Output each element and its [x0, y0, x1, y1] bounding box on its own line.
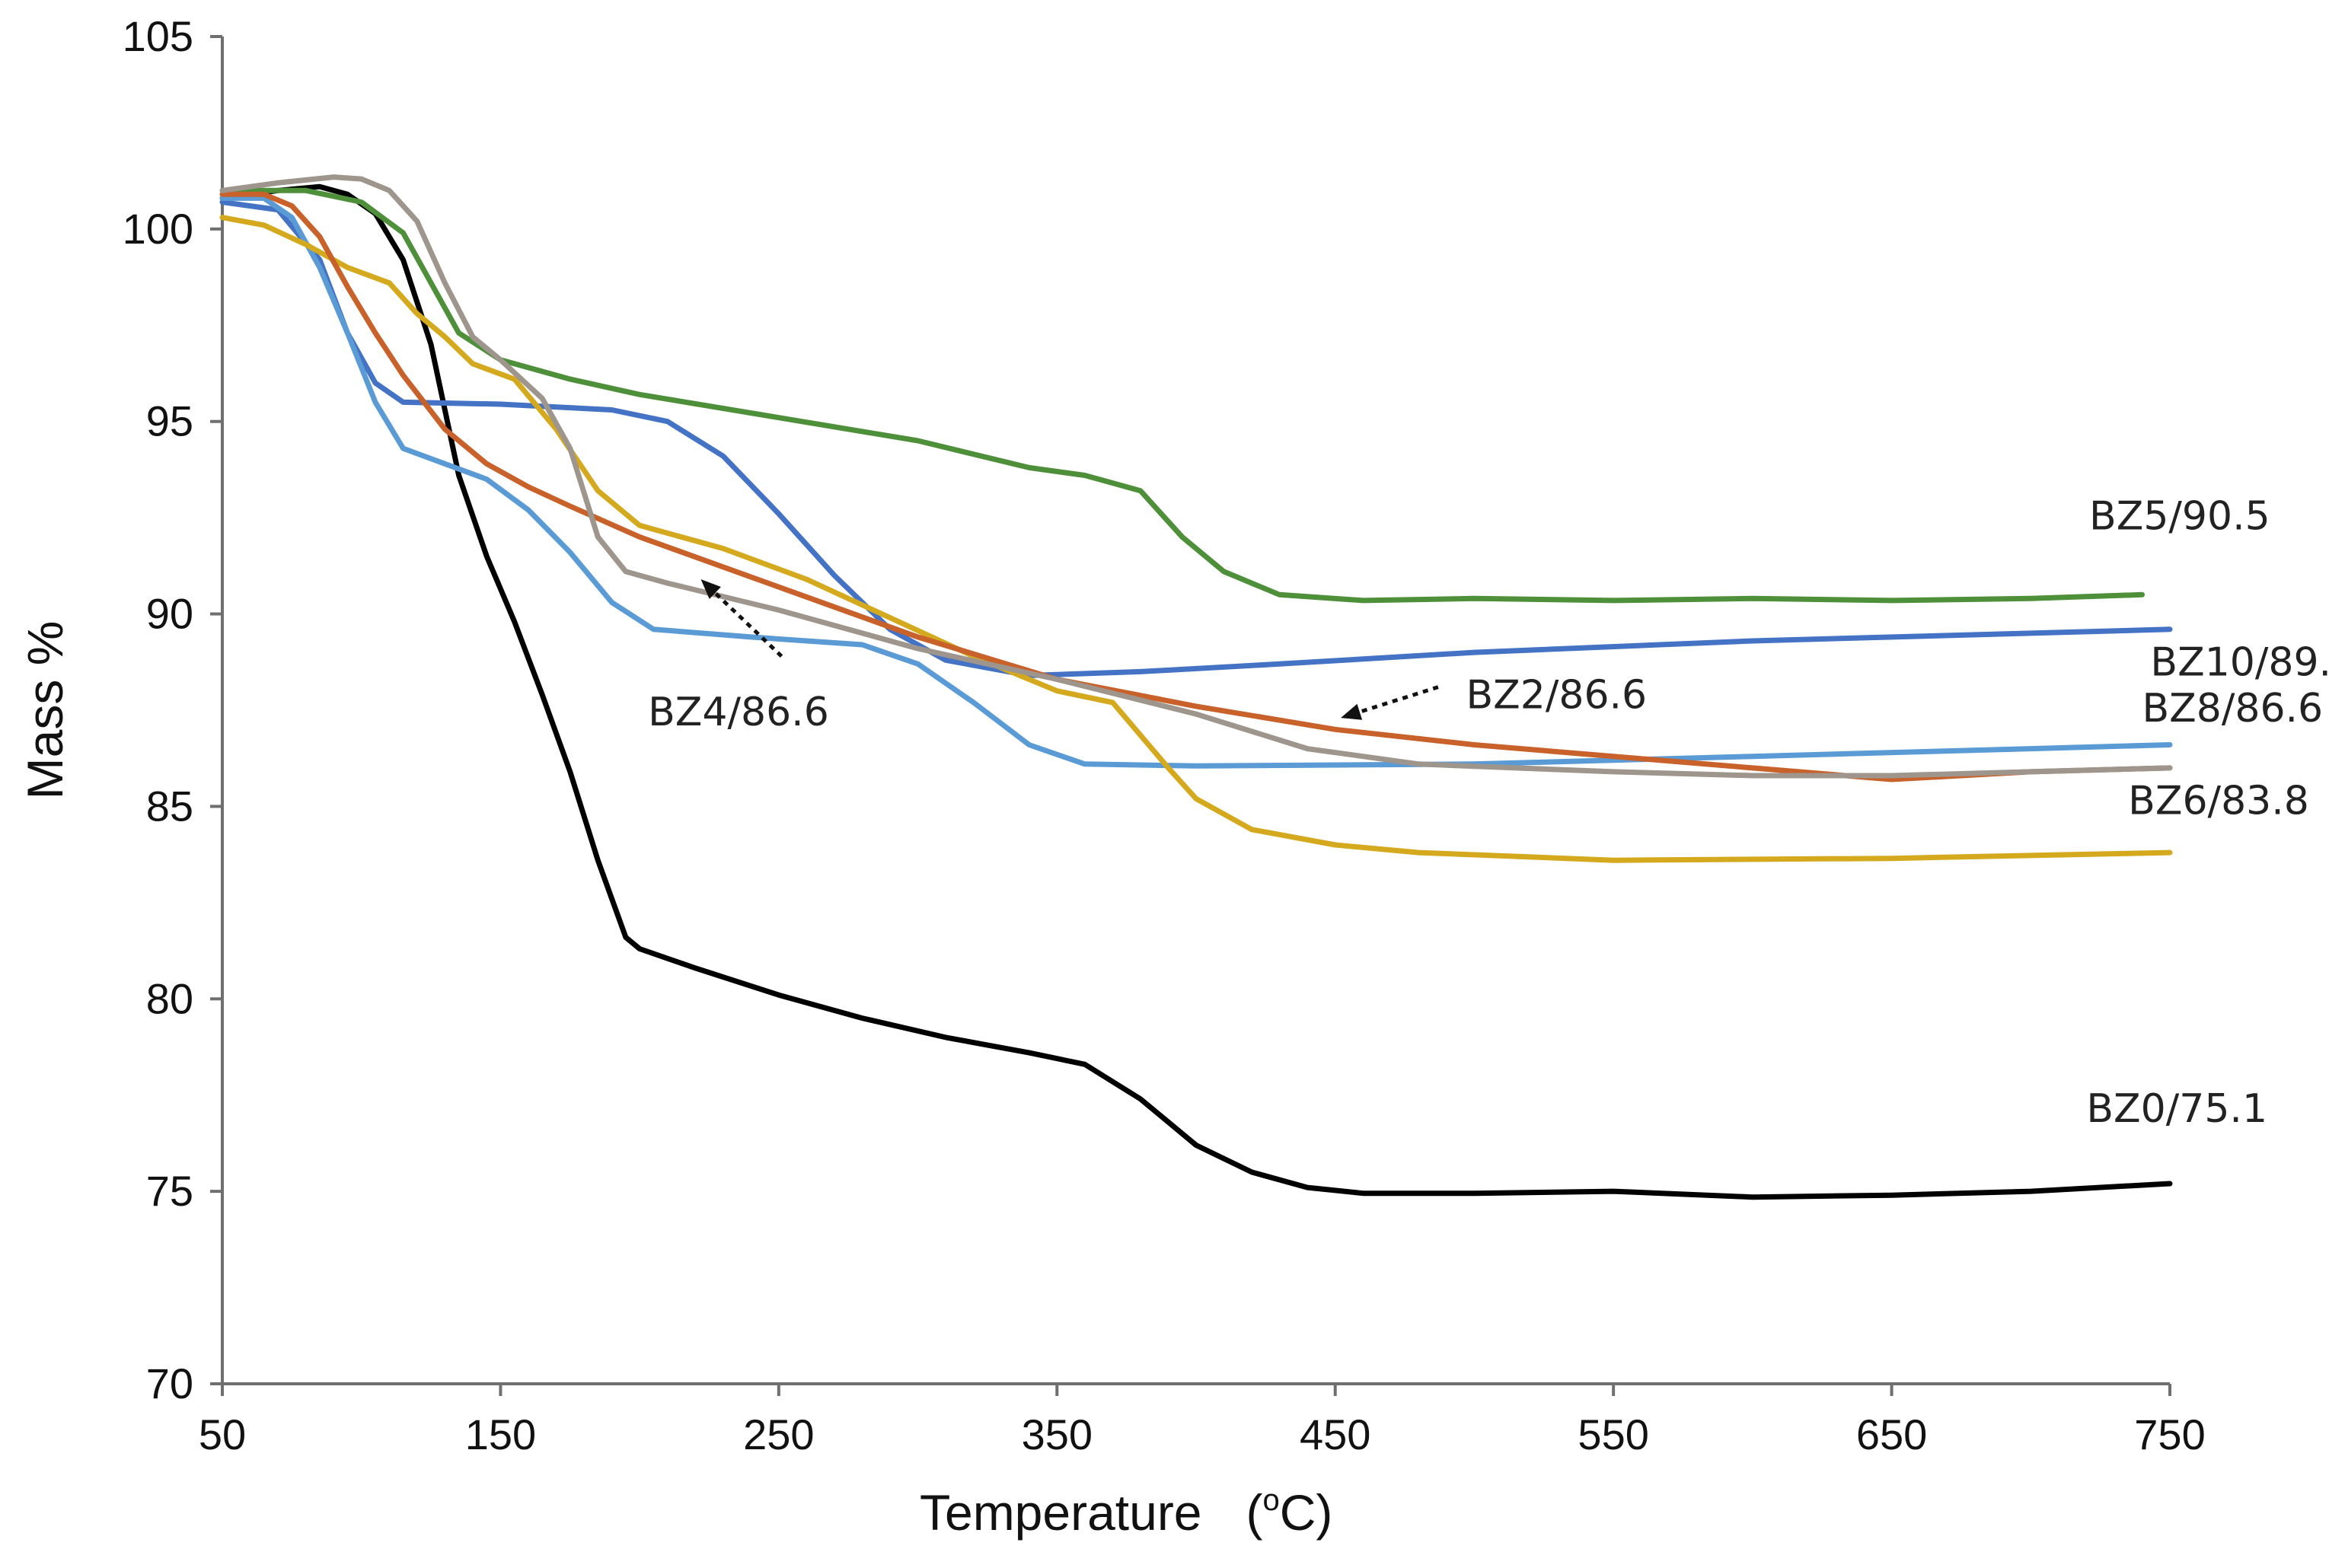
series-layer	[219, 174, 2173, 1200]
x-tick-label: 50	[199, 1410, 246, 1458]
y-tick-label: 95	[146, 397, 193, 445]
chart-axes	[221, 37, 2170, 1385]
series-line-bz6	[219, 215, 2173, 863]
x-axis-unit-open-paren: (	[1246, 1484, 1263, 1541]
axis-ticks: 70 75 80 85 90 95 100 105 50 150 250 350 450 550 650 75…	[123, 12, 2206, 1458]
x-tick-label: 450	[1300, 1410, 1370, 1458]
y-tick-label: 75	[146, 1167, 193, 1215]
series-label-bz10: BZ10/89.6	[2150, 639, 2329, 685]
x-axis-unit-close-paren: )	[1316, 1484, 1332, 1541]
annotation-layer	[700, 579, 1439, 720]
series-label-bz4: BZ4/86.6	[648, 690, 829, 735]
x-tick-label: 650	[1856, 1410, 1927, 1458]
y-tick-label: 105	[123, 12, 193, 60]
x-axis-unit: C	[1280, 1484, 1316, 1541]
series-label-bz8: BZ8/86.6	[2142, 686, 2323, 731]
y-axis-title: Mass %	[17, 621, 73, 800]
y-tick-label: 80	[146, 974, 193, 1022]
series-line-bz10	[219, 199, 2173, 678]
x-axis-title-text: Temperature	[920, 1484, 1202, 1541]
series-line-bz4	[219, 174, 2173, 779]
x-tick-label: 150	[465, 1410, 536, 1458]
y-tick-label: 100	[123, 205, 193, 253]
y-tick-label: 90	[146, 590, 193, 638]
x-tick-label: 750	[2134, 1410, 2205, 1458]
series-label-bz5: BZ5/90.5	[2089, 493, 2270, 539]
series-line-bz8	[219, 195, 2173, 769]
annotation-arrow-0	[713, 591, 783, 658]
x-axis-title: Temperature (oC)	[920, 1484, 1332, 1541]
y-tick-label: 70	[146, 1359, 193, 1407]
x-axis-unit-degree: o	[1263, 1484, 1280, 1517]
x-tick-label: 550	[1578, 1410, 1648, 1458]
series-label-bz6: BZ6/83.8	[2128, 779, 2309, 824]
series-label-bz0: BZ0/75.1	[2086, 1086, 2267, 1132]
series-label-layer: BZ0/75.1 BZ5/90.5 BZ10/89.6BZ8/86.6 BZ6/83.…	[648, 493, 2329, 1132]
series-label-bz2: BZ2/86.6	[1466, 672, 1647, 718]
x-tick-label: 250	[743, 1410, 814, 1458]
y-tick-label: 85	[146, 782, 193, 830]
annotation-arrowhead-0	[700, 579, 721, 599]
series-line-bz5	[219, 187, 2145, 604]
x-tick-label: 350	[1022, 1410, 1093, 1458]
series-line-bz0	[219, 183, 2173, 1200]
annotation-arrowhead-1	[1341, 703, 1363, 720]
series-line-bz2	[219, 191, 2173, 782]
annotation-arrow-1	[1359, 685, 1439, 714]
